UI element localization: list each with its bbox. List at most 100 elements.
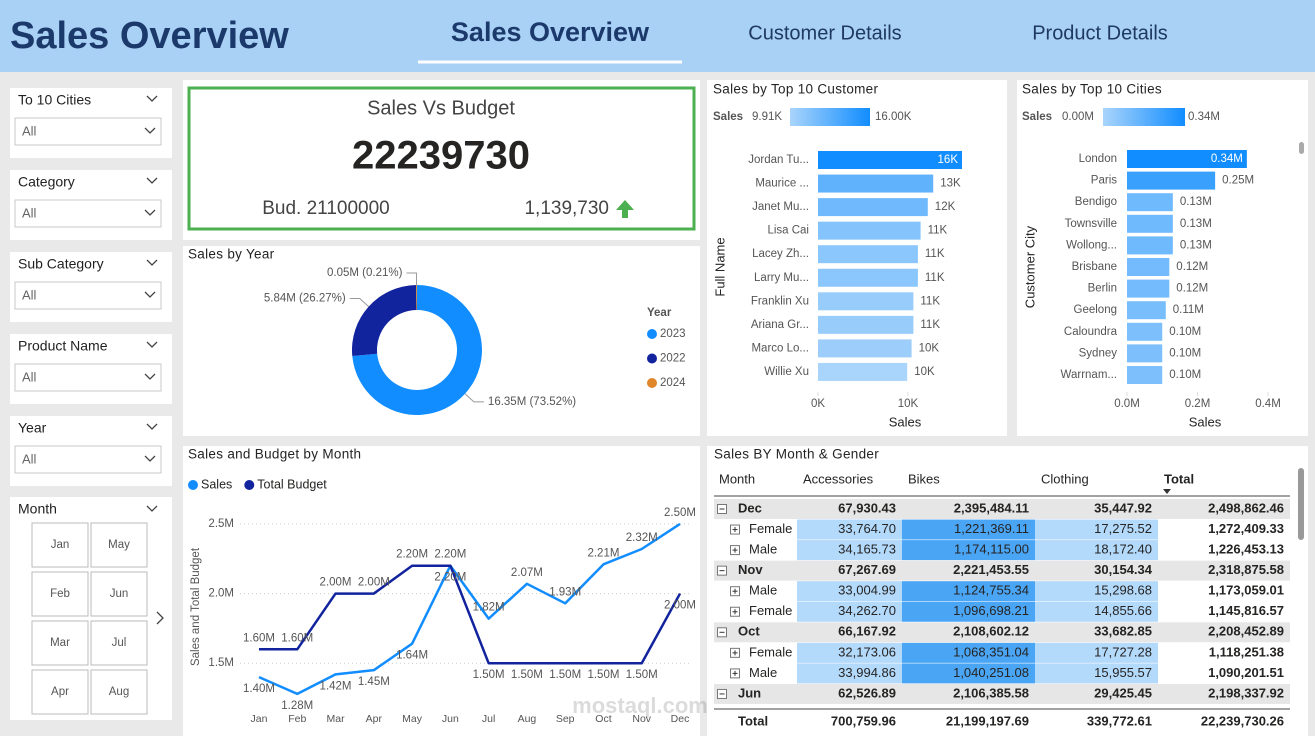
month-button[interactable] [90, 522, 148, 568]
cell-value: 17,727.28 [1094, 644, 1152, 659]
y-tick-label: Berlin [1088, 283, 1117, 295]
data-label: 1.64M [396, 650, 428, 662]
cell-bg [902, 601, 1035, 622]
x-tick-label: Jan [251, 713, 268, 725]
bar [818, 292, 914, 311]
cell-value: 30,154.34 [1094, 562, 1153, 577]
chevron [146, 423, 158, 430]
color-legend-max: 0.34M [1188, 111, 1220, 123]
group-row-bg [714, 622, 1290, 643]
cell-value: 29,425.45 [1094, 685, 1152, 700]
slicer-dropdown[interactable] [14, 117, 162, 146]
data-label: 1.82M [473, 602, 505, 614]
data-label: 2.20M [434, 572, 466, 584]
y-tick-label: Lacey Zh... [752, 248, 809, 260]
row-label: Jun [738, 685, 761, 700]
bar [818, 315, 914, 334]
data-label: 0.13M [1180, 218, 1212, 230]
row-label: Nov [738, 562, 763, 577]
cell-bg [902, 540, 1035, 561]
chart-title: Sales by Top 10 Cities [1022, 82, 1162, 97]
data-label: 2.07M [511, 567, 543, 579]
bar [818, 174, 934, 193]
nav-tab[interactable]: Product Details [1032, 22, 1168, 44]
cell-value: 2,108,602.12 [953, 624, 1029, 639]
month-button[interactable] [90, 669, 148, 715]
cell-value: 35,447.92 [1094, 500, 1152, 515]
bar [818, 339, 912, 358]
slicer-dropdown[interactable] [14, 281, 162, 310]
month-button[interactable] [31, 620, 89, 666]
column-header[interactable]: Bikes [908, 471, 940, 486]
slicer-dropdown[interactable] [14, 445, 162, 474]
cell-value: 1,174,115.00 [954, 542, 1029, 557]
cell-value: 34,165.73 [838, 542, 896, 557]
kpi-budget: Bud. 21100000 [262, 198, 390, 219]
y-tick-label: Paris [1091, 175, 1117, 187]
slicer-dropdown[interactable] [14, 199, 162, 228]
row-label: Female [749, 521, 792, 536]
chart-title: Sales and Budget by Month [188, 447, 361, 462]
data-label: 1.93M [549, 586, 581, 598]
legend-marker [647, 353, 657, 364]
x-tick-label: Sep [556, 713, 575, 725]
up-arrow [616, 200, 634, 218]
month-button[interactable] [31, 522, 89, 568]
slicer-label: Month [18, 501, 57, 517]
data-label: 0.05M (0.21%) [327, 267, 403, 279]
data-label: 0.11M [1173, 304, 1204, 316]
y-tick-label: Larry Mu... [754, 272, 809, 284]
line-series [259, 564, 682, 665]
column-header[interactable]: Clothing [1041, 471, 1089, 486]
cell-value: 67,267.69 [838, 562, 896, 577]
cell-value: 15,298.68 [1094, 583, 1152, 598]
chevron [144, 455, 156, 462]
data-label: 11K [920, 319, 940, 331]
color-legend-max: 16.00K [875, 111, 912, 123]
x-tick-label: 10K [898, 398, 919, 410]
legend-label: 2024 [660, 377, 686, 389]
chevron [146, 505, 158, 512]
data-label: 1.50M [511, 669, 543, 681]
month-option: Mar [50, 637, 70, 649]
cell-bg [1035, 540, 1158, 561]
bar [1127, 301, 1166, 320]
month-button[interactable] [31, 571, 89, 617]
legend-label: 2023 [660, 328, 686, 340]
x-tick-label: Jun [442, 713, 459, 725]
cell-value: 34,262.70 [838, 603, 896, 618]
x-tick-label: Aug [518, 713, 537, 725]
row-label: Total [738, 713, 768, 728]
cell-bg [797, 581, 902, 602]
row-label: Female [749, 603, 792, 618]
column-header[interactable]: Accessories [803, 471, 874, 486]
data-label: 2.20M [434, 549, 466, 561]
x-tick-label: 0.2M [1185, 398, 1211, 410]
month-option: Jun [110, 588, 129, 600]
y-tick-label: Bendigo [1075, 196, 1117, 208]
y-tick-label: Sydney [1079, 347, 1118, 359]
column-header[interactable]: Month [719, 471, 755, 486]
month-button[interactable] [31, 669, 89, 715]
cell-bg [1035, 581, 1158, 602]
month-button[interactable] [90, 571, 148, 617]
cell-value: 33,764.70 [838, 521, 896, 536]
nav-tab[interactable]: Sales Overview [451, 17, 650, 47]
row-label: Male [749, 583, 777, 598]
slicer-dropdown[interactable] [14, 363, 162, 392]
data-label: 16K [938, 154, 959, 166]
data-label: 0.34M [1211, 153, 1243, 165]
x-tick-label: Oct [595, 713, 611, 725]
cell-bg [797, 519, 902, 540]
data-label: 1.50M [549, 669, 581, 681]
cell-value: 33,682.85 [1094, 624, 1152, 639]
bar [818, 198, 928, 217]
nav-tab[interactable]: Customer Details [748, 22, 901, 44]
y-tick-label: Wollong... [1066, 239, 1117, 251]
month-button[interactable] [90, 620, 148, 666]
column-header[interactable]: Total [1164, 471, 1194, 486]
data-label: 2.00M [664, 600, 696, 612]
bar [1127, 193, 1173, 212]
chart-title: Sales by Top 10 Customer [713, 82, 878, 97]
